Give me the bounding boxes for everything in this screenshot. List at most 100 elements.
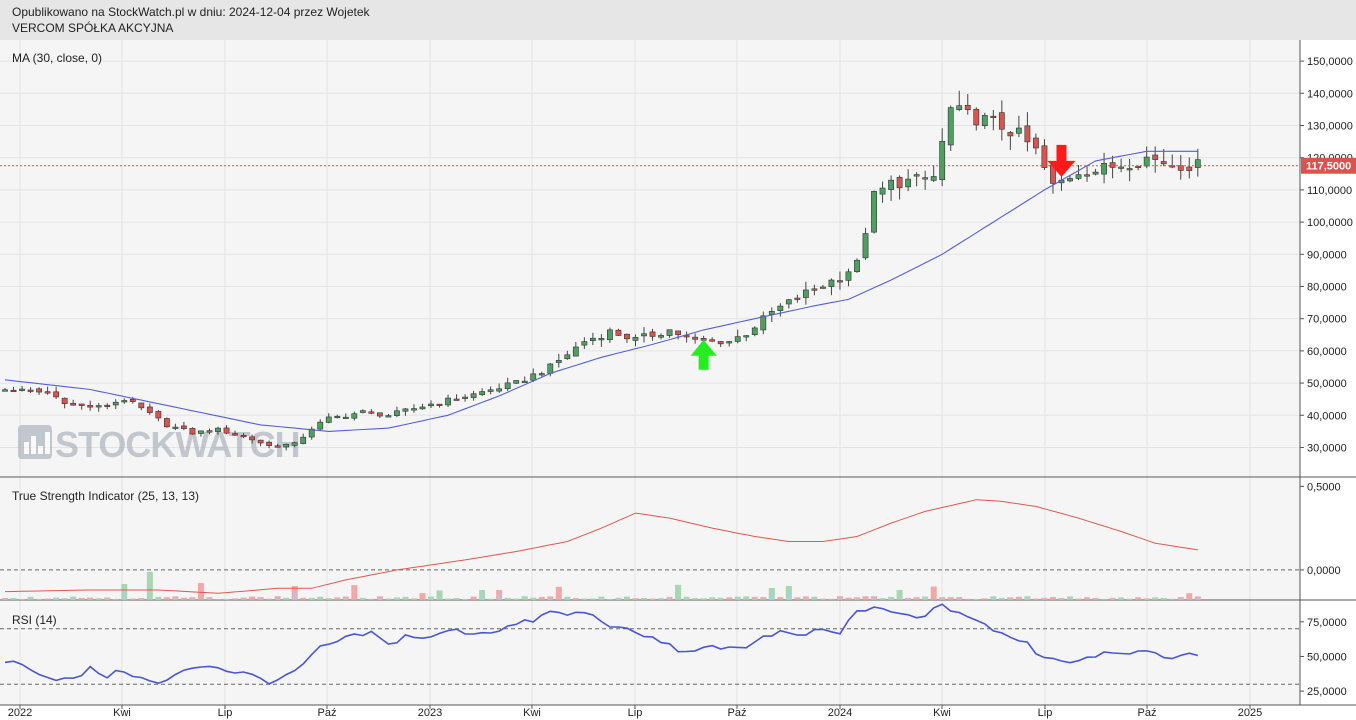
x-axis-label: Kwi bbox=[523, 707, 541, 719]
candle-down bbox=[837, 280, 843, 283]
volume-bar bbox=[402, 596, 409, 600]
candle-up bbox=[785, 299, 792, 305]
rsi-indicator-label: RSI (14) bbox=[12, 613, 57, 627]
volume-bar bbox=[998, 597, 1005, 600]
volume-avg-bar bbox=[872, 597, 877, 600]
volume-bar bbox=[180, 597, 187, 600]
volume-bar bbox=[1084, 597, 1091, 600]
price-axis-label: 150,0000 bbox=[1307, 56, 1353, 68]
watermark-logo-bar bbox=[24, 442, 29, 454]
x-axis-label: Paź bbox=[728, 707, 747, 719]
candle-up bbox=[317, 421, 324, 430]
candle-up bbox=[1092, 171, 1099, 175]
volume-avg-bar bbox=[1025, 597, 1030, 600]
volume-bar bbox=[692, 598, 699, 600]
candle-down bbox=[811, 288, 818, 291]
x-axis-label: Lip bbox=[628, 707, 643, 719]
x-axis-label: 2024 bbox=[828, 707, 852, 719]
volume-bar bbox=[879, 598, 886, 600]
candle-up bbox=[598, 338, 605, 341]
volume-avg-bar bbox=[377, 597, 382, 600]
candle-down bbox=[692, 336, 699, 340]
volume-bar bbox=[112, 598, 119, 600]
volume-bar bbox=[1169, 598, 1176, 600]
volume-avg-bar bbox=[889, 598, 894, 600]
volume-avg-bar bbox=[923, 597, 928, 600]
volume-avg-bar bbox=[1076, 599, 1081, 600]
volume-bar bbox=[623, 596, 630, 600]
volume-bar bbox=[709, 597, 716, 600]
candle-down bbox=[232, 433, 238, 436]
candle-up bbox=[572, 346, 579, 357]
candle-up bbox=[862, 233, 869, 259]
watermark-logo-bar bbox=[45, 432, 50, 454]
candle-up bbox=[666, 329, 673, 336]
candle-up bbox=[283, 443, 290, 448]
candle-down bbox=[1084, 174, 1090, 177]
volume-avg-bar bbox=[446, 599, 451, 600]
candle-up bbox=[428, 403, 434, 407]
volume-avg-bar bbox=[309, 598, 314, 600]
candle-down bbox=[240, 435, 247, 438]
volume-avg-bar bbox=[1195, 597, 1200, 600]
candle-up bbox=[342, 416, 349, 419]
volume-avg-bar bbox=[855, 598, 859, 600]
volume-avg-bar bbox=[991, 597, 996, 600]
volume-avg-bar bbox=[616, 598, 621, 600]
x-axis-label: Lip bbox=[218, 707, 233, 719]
volume-bar bbox=[1101, 598, 1108, 600]
candle-down bbox=[163, 418, 170, 428]
candle-down bbox=[257, 439, 264, 444]
x-axis-label: 2025 bbox=[1238, 707, 1262, 719]
volume-bar bbox=[1118, 597, 1125, 600]
price-axis-label: 100,0000 bbox=[1307, 217, 1353, 229]
candle-down bbox=[189, 428, 196, 435]
ma-line bbox=[4, 150, 1198, 432]
volume-bar bbox=[334, 597, 341, 600]
candle-down bbox=[990, 115, 997, 118]
volume-bar bbox=[726, 597, 733, 600]
publication-info: Opublikowano na StockWatch.pl w dniu: 20… bbox=[12, 5, 370, 19]
volume-avg-bar bbox=[20, 599, 25, 600]
candle-up bbox=[930, 176, 937, 181]
volume-bar bbox=[947, 597, 954, 600]
volume-bar bbox=[129, 598, 136, 600]
candle-up bbox=[760, 315, 767, 331]
volume-avg-bar bbox=[650, 599, 655, 600]
volume-avg-bar bbox=[667, 598, 672, 600]
candle-up bbox=[888, 179, 894, 190]
volume-bar bbox=[504, 597, 511, 600]
candle-up bbox=[547, 363, 554, 374]
candle-down bbox=[376, 412, 383, 417]
candle-up bbox=[956, 105, 963, 111]
volume-avg-bar bbox=[974, 599, 979, 600]
volume-bar bbox=[1067, 596, 1073, 600]
candle-up bbox=[947, 107, 954, 146]
candle-up bbox=[487, 389, 494, 392]
volume-bar bbox=[1049, 597, 1056, 600]
candle-down bbox=[453, 398, 460, 401]
candle-up bbox=[1015, 127, 1022, 134]
candle-up bbox=[981, 115, 988, 127]
candle-up bbox=[939, 141, 946, 180]
volume-bar bbox=[10, 597, 17, 600]
candle-down bbox=[624, 333, 630, 340]
volume-avg-bar bbox=[548, 597, 553, 600]
candle-up bbox=[419, 406, 426, 410]
volume-bar bbox=[300, 597, 307, 600]
x-axis-label: Kwi bbox=[113, 707, 131, 719]
volume-avg-bar bbox=[411, 599, 416, 600]
candle-up bbox=[768, 310, 775, 315]
candle-down bbox=[155, 411, 162, 419]
candle-up bbox=[879, 187, 886, 195]
candle-up bbox=[291, 442, 298, 446]
volume-bar bbox=[777, 597, 784, 600]
volume-avg-bar bbox=[735, 598, 740, 600]
candle-up bbox=[479, 391, 486, 395]
candle-up bbox=[1118, 166, 1125, 169]
volume-avg-bar bbox=[752, 598, 757, 600]
volume-avg-bar bbox=[599, 597, 604, 600]
volume-avg-bar bbox=[906, 598, 911, 600]
candle-down bbox=[896, 176, 903, 189]
